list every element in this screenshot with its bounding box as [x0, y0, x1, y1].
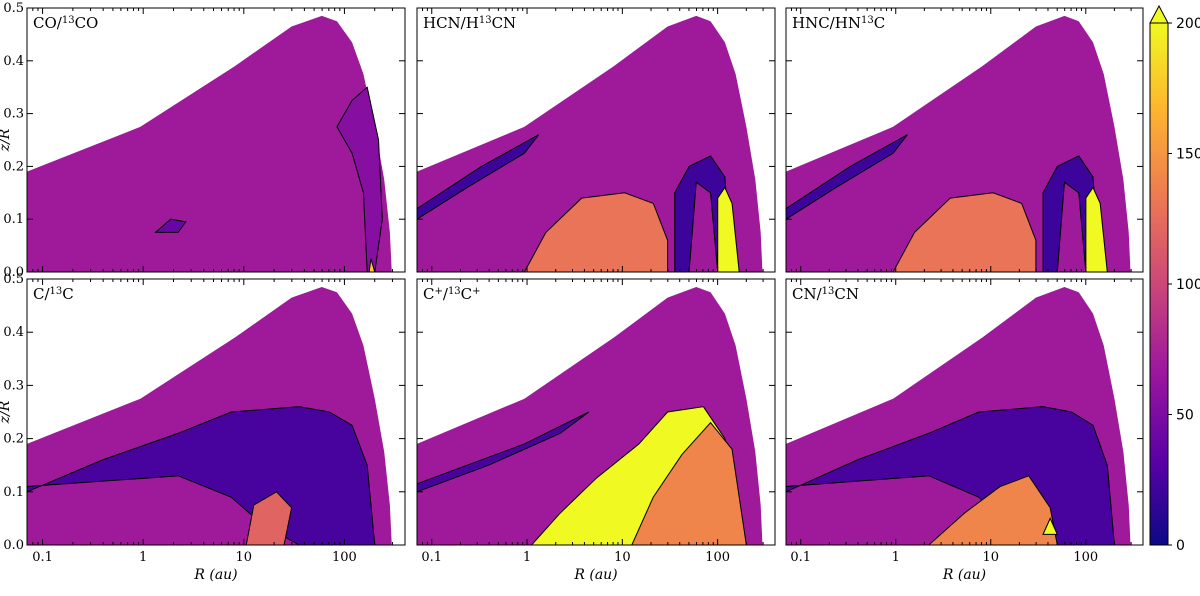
colorbar-tick-label: 50 [1176, 408, 1194, 424]
y-tick-label: 0.0 [3, 538, 24, 553]
panel-title: HCN/H13CN [423, 14, 516, 32]
panel-2: HCN/H13CN [416, 7, 776, 273]
panel-title: C+/13C+ [423, 285, 481, 303]
x-tick-label: 10 [236, 550, 253, 565]
contour-region [523, 192, 669, 273]
y-tick-label: 0.3 [3, 107, 24, 122]
x-tick-label: 1 [139, 550, 147, 565]
panel-frame [785, 7, 1144, 273]
colorbar-tick-label: 0 [1176, 538, 1185, 554]
x-tick-label: 10 [982, 550, 999, 565]
panel-1: CO/13CO 0.0 0.1 0.2 0.3 0.4 0.5 z/R [0, 1, 406, 280]
contour-region [336, 86, 383, 273]
y-tick-label: 0.2 [3, 432, 24, 447]
y-tick-label: 0.1 [3, 212, 24, 227]
panel-frame [26, 278, 406, 546]
x-tick-label: 100 [332, 550, 357, 565]
panel-title: C/13C [33, 285, 74, 303]
panel-frame [416, 7, 776, 273]
y-tick-label: 0.3 [3, 378, 24, 393]
colorbar-tick-label: 100 [1176, 277, 1200, 293]
panel-4: C/13C 0.1 1 10 100 0.0 0.1 0.2 0.3 0.4 0.5 R (au) z/… [0, 272, 406, 583]
x-tick-label: 0.1 [32, 550, 53, 565]
x-tick-label: 1 [523, 550, 531, 565]
x-tick-label: 100 [705, 550, 730, 565]
colorbar-gradient [1149, 22, 1169, 546]
disk-background [27, 15, 392, 272]
panel-5: C+/13C+ 0.1 1 10 100 R (au) [416, 278, 776, 583]
panel-title: HNC/HN13C [792, 14, 885, 32]
x-axis-label: R (au) [942, 567, 986, 583]
colorbar-tick-label: 150 [1176, 147, 1200, 163]
panel-frame [785, 278, 1144, 546]
y-axis-label: z/R [0, 400, 13, 424]
x-axis-label: R (au) [193, 567, 237, 583]
x-tick-label: 0.1 [421, 550, 442, 565]
colorbar-extend-arrow [1149, 4, 1169, 24]
panel-title: CO/13CO [33, 14, 98, 32]
y-tick-label: 0.1 [3, 485, 24, 500]
y-tick-label: 0.4 [3, 325, 24, 340]
contour-region [154, 218, 187, 233]
panel-6: CN/13CN 0.1 1 10 100 R (au) [785, 278, 1144, 583]
colorbar-tick-label: 200 [1176, 16, 1200, 32]
contour-region [1042, 517, 1059, 535]
x-tick-label: 10 [614, 550, 631, 565]
panel-title: CN/13CN [792, 285, 859, 303]
y-axis-label: z/R [0, 128, 13, 152]
contour-region [892, 192, 1037, 273]
y-tick-label: 0.5 [3, 1, 24, 16]
colorbar: 0 50 100 150 200 [1149, 4, 1200, 554]
x-axis-label: R (au) [573, 567, 617, 583]
y-tick-label: 0.4 [3, 54, 24, 69]
x-tick-label: 0.1 [790, 550, 811, 565]
panel-frame [416, 278, 776, 546]
x-tick-label: 100 [1073, 550, 1098, 565]
panel-frame [26, 7, 406, 273]
y-tick-label: 0.2 [3, 159, 24, 174]
x-tick-label: 1 [892, 550, 900, 565]
y-tick-label: 0.0 [3, 265, 24, 280]
panel-3: HNC/HN13C [785, 7, 1144, 273]
y-tick-label: 0.5 [3, 272, 24, 287]
